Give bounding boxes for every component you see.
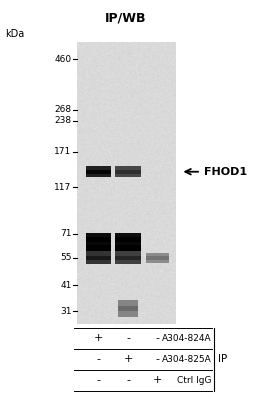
- Bar: [118, 305, 138, 312]
- Text: kDa: kDa: [5, 29, 24, 39]
- Text: 117: 117: [55, 183, 72, 192]
- Text: 41: 41: [60, 281, 72, 290]
- Bar: [86, 237, 111, 242]
- Text: -: -: [156, 333, 160, 343]
- Text: IP: IP: [218, 354, 227, 364]
- Bar: [115, 239, 141, 257]
- Text: 268: 268: [55, 105, 72, 114]
- Bar: [115, 237, 141, 242]
- Text: -: -: [126, 333, 130, 343]
- Text: +: +: [94, 333, 103, 343]
- Text: +: +: [123, 354, 133, 364]
- Text: 71: 71: [60, 229, 72, 239]
- Text: 238: 238: [55, 116, 72, 125]
- Bar: [86, 256, 111, 260]
- Text: -: -: [97, 375, 101, 385]
- Text: Ctrl IgG: Ctrl IgG: [177, 376, 211, 384]
- Text: -: -: [126, 375, 130, 385]
- Text: 171: 171: [55, 147, 72, 156]
- Text: A304-824A: A304-824A: [162, 334, 211, 343]
- Bar: [115, 245, 141, 251]
- Text: FHOD1: FHOD1: [204, 167, 247, 177]
- Text: A304-825A: A304-825A: [162, 355, 211, 364]
- Bar: [86, 170, 111, 174]
- Bar: [115, 256, 141, 260]
- Bar: [86, 251, 111, 264]
- Bar: [86, 233, 111, 246]
- Text: -: -: [156, 354, 160, 364]
- Text: +: +: [153, 375, 162, 385]
- Text: 55: 55: [60, 253, 72, 262]
- Text: 31: 31: [60, 307, 72, 316]
- Bar: [115, 251, 141, 264]
- Text: -: -: [97, 354, 101, 364]
- Bar: [146, 256, 169, 260]
- Bar: [115, 170, 141, 174]
- Bar: [86, 239, 111, 257]
- Bar: [86, 245, 111, 251]
- Bar: [115, 166, 141, 177]
- Bar: [86, 166, 111, 177]
- Bar: [146, 253, 169, 263]
- Text: IP/WB: IP/WB: [105, 12, 147, 25]
- Bar: [118, 300, 138, 317]
- Bar: [115, 233, 141, 246]
- Text: 460: 460: [55, 54, 72, 64]
